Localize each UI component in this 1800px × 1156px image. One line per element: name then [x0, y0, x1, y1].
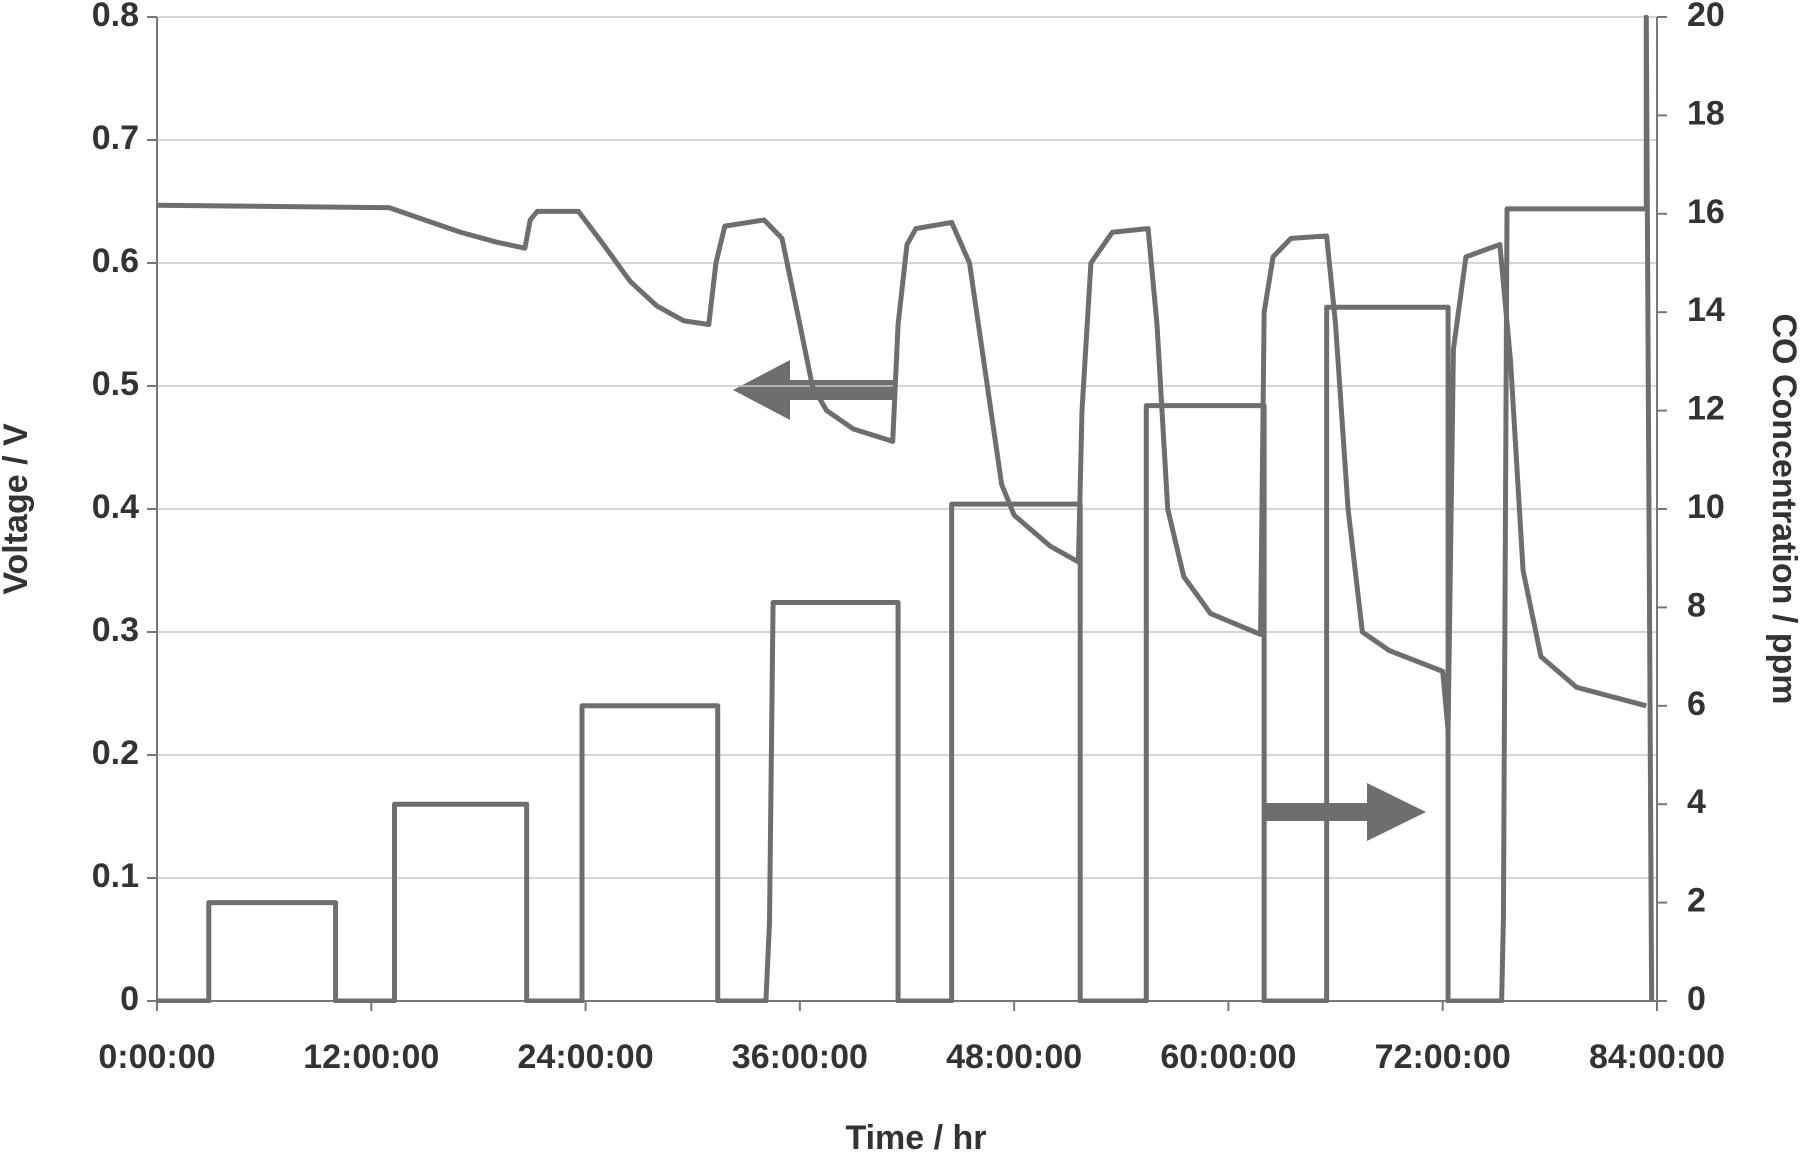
y-tick-label: 0.1	[92, 857, 139, 895]
series-line	[157, 15, 1655, 1003]
y-tick-label: 0.5	[92, 365, 139, 403]
x-tick-label: 24:00:00	[518, 1038, 654, 1076]
y2-tick-label: 0	[1687, 980, 1706, 1018]
y2-tick-label: 16	[1687, 193, 1725, 231]
y2-axis-title: CO Concentration / ppm	[1765, 314, 1800, 705]
x-tick-label: 84:00:00	[1589, 1038, 1725, 1076]
y2-tick-label: 12	[1687, 390, 1725, 428]
y-tick-label: 0.2	[92, 734, 139, 772]
right-arrow	[1263, 783, 1426, 841]
series-line	[156, 202, 1647, 733]
y2-tick-label: 2	[1687, 882, 1706, 920]
x-tick-label: 0:00:00	[98, 1038, 215, 1076]
x-tick-label: 48:00:00	[946, 1038, 1082, 1076]
y-axis-title: Voltage / V	[0, 423, 35, 595]
y-tick-label: 0.6	[92, 242, 139, 280]
y-tick-label: 0.7	[92, 119, 139, 157]
x-tick-label: 72:00:00	[1375, 1038, 1511, 1076]
x-tick-label: 36:00:00	[732, 1038, 868, 1076]
y2-tick-label: 4	[1687, 783, 1706, 821]
x-tick-label: 12:00:00	[303, 1038, 439, 1076]
x-axis-title: Time / hr	[845, 1119, 986, 1156]
y2-tick-label: 18	[1687, 94, 1725, 132]
y2-tick-label: 8	[1687, 586, 1706, 624]
y-tick-label: 0.8	[92, 0, 139, 34]
y2-tick-label: 14	[1687, 291, 1725, 329]
y2-tick-label: 10	[1687, 488, 1725, 526]
y2-tick-label: 6	[1687, 685, 1706, 723]
y-tick-label: 0.4	[92, 488, 139, 526]
x-tick-label: 60:00:00	[1160, 1038, 1296, 1076]
y2-tick-label: 20	[1687, 0, 1725, 34]
y-tick-label: 0.3	[92, 611, 139, 649]
y-tick-label: 0	[120, 980, 139, 1018]
